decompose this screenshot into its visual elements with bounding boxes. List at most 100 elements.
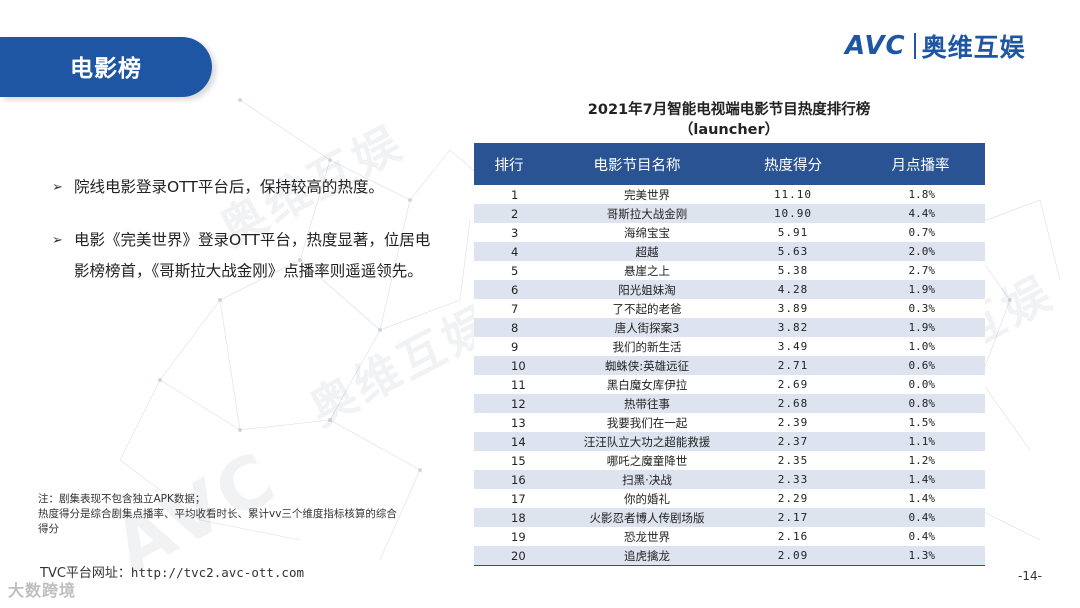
cell-rate: 1.4% bbox=[908, 473, 936, 486]
cell-rate: 1.2% bbox=[908, 454, 936, 467]
footnote-line: 注：剧集表现不包含独立APK数据； bbox=[38, 493, 206, 505]
logo-divider bbox=[913, 33, 916, 59]
cell-name: 追虎擒龙 bbox=[624, 548, 670, 563]
cell-rank: 16 bbox=[511, 472, 526, 487]
cell-name: 悬崖之上 bbox=[624, 263, 670, 278]
cell-rank: 11 bbox=[511, 377, 526, 392]
cell-score: 2.39 bbox=[777, 416, 809, 429]
table-row: 9 我们的新生活 3.49 1.0% bbox=[474, 337, 985, 356]
table-row: 16 扫黑·决战 2.33 1.4% bbox=[474, 470, 985, 489]
cell-rate: 0.6% bbox=[908, 359, 936, 372]
table-row: 2 哥斯拉大战金刚 10.90 4.4% bbox=[474, 204, 985, 223]
cell-score: 2.16 bbox=[777, 530, 809, 543]
cell-name: 恐龙世界 bbox=[624, 529, 670, 544]
cell-name: 扫黑·决战 bbox=[622, 472, 672, 487]
cell-rank: 12 bbox=[511, 396, 526, 411]
table-row: 12 热带往事 2.68 0.8% bbox=[474, 394, 985, 413]
cell-name: 蜘蛛侠:英雄远征 bbox=[604, 358, 690, 373]
bullet-text: 电影《完美世界》登录OTT平台，热度显著，位居电影榜榜首，《哥斯拉大战金刚》点播… bbox=[74, 231, 431, 280]
cell-score: 5.38 bbox=[777, 264, 809, 277]
cell-name: 了不起的老爸 bbox=[612, 301, 682, 316]
cell-score: 2.17 bbox=[777, 511, 809, 524]
table-row: 13 我要我们在一起 2.39 1.5% bbox=[474, 413, 985, 432]
table-header: 排行 电影节目名称 热度得分 月点播率 bbox=[474, 143, 985, 185]
cell-rate: 1.8% bbox=[908, 188, 936, 201]
brand-logo: AVC 奥维互娱 bbox=[845, 31, 1026, 62]
bullet-item: ➢ 电影《完美世界》登录OTT平台，热度显著，位居电影榜榜首，《哥斯拉大战金刚》… bbox=[52, 225, 432, 287]
column-header-score: 热度得分 bbox=[764, 157, 822, 174]
cell-rate: 2.0% bbox=[908, 245, 936, 258]
cell-rate: 1.1% bbox=[908, 435, 936, 448]
platform-url-line: TVC平台网址：http://tvc2.avc-ott.com bbox=[40, 562, 304, 581]
bullet-item: ➢ 院线电影登录OTT平台后，保持较高的热度。 bbox=[52, 172, 432, 203]
table-row: 3 海绵宝宝 5.91 0.7% bbox=[474, 223, 985, 242]
cell-rank: 15 bbox=[511, 453, 526, 468]
cell-rank: 1 bbox=[511, 187, 519, 202]
cell-score: 5.91 bbox=[777, 226, 809, 239]
table-row: 18 火影忍者博人传剧场版 2.17 0.4% bbox=[474, 508, 985, 527]
cell-name: 你的婚礼 bbox=[624, 491, 670, 506]
cell-rate: 2.7% bbox=[908, 264, 936, 277]
table-row: 6 阳光姐妹淘 4.28 1.9% bbox=[474, 280, 985, 299]
cell-rank: 20 bbox=[511, 548, 526, 563]
cell-score: 2.35 bbox=[777, 454, 809, 467]
bullet-text: 院线电影登录OTT平台后，保持较高的热度。 bbox=[74, 178, 384, 196]
cell-rank: 6 bbox=[511, 282, 519, 297]
cell-score: 5.63 bbox=[777, 245, 809, 258]
cell-name: 汪汪队立大功之超能救援 bbox=[583, 434, 711, 449]
logo-cn-text: 奥维互娱 bbox=[921, 33, 1026, 62]
cell-name: 阳光姐妹淘 bbox=[618, 282, 676, 297]
column-header-name: 电影节目名称 bbox=[593, 157, 681, 174]
column-header-rate: 月点播率 bbox=[891, 157, 950, 174]
cell-rate: 1.9% bbox=[908, 321, 936, 334]
cell-rate: 0.7% bbox=[908, 226, 936, 239]
platform-url-link[interactable]: http://tvc2.avc-ott.com bbox=[130, 565, 305, 580]
cell-score: 3.82 bbox=[777, 321, 809, 334]
cell-rank: 4 bbox=[511, 244, 519, 259]
table-row: 19 恐龙世界 2.16 0.4% bbox=[474, 527, 985, 546]
cell-score: 2.68 bbox=[777, 397, 809, 410]
platform-url-label: TVC平台网址： bbox=[40, 566, 131, 581]
page-number: -14- bbox=[1018, 569, 1042, 583]
cell-rate: 0.3% bbox=[908, 302, 936, 315]
cell-score: 3.49 bbox=[777, 340, 809, 353]
ranking-table: 排行 电影节目名称 热度得分 月点播率 1 完美世界 11.10 1.8% 2 哥斯拉大战… bbox=[474, 143, 985, 566]
arrow-bullet-icon: ➢ bbox=[52, 233, 63, 248]
cell-name: 超越 bbox=[635, 244, 659, 259]
cell-score: 11.10 bbox=[773, 188, 813, 201]
cell-rank: 19 bbox=[511, 529, 526, 544]
table-subtitle: （launcher） bbox=[678, 122, 780, 138]
cell-name: 哥斯拉大战金刚 bbox=[606, 206, 688, 221]
cell-rank: 14 bbox=[511, 434, 526, 449]
bullet-list: ➢ 院线电影登录OTT平台后，保持较高的热度。 ➢ 电影《完美世界》登录OTT平… bbox=[52, 172, 432, 309]
table-row: 5 悬崖之上 5.38 2.7% bbox=[474, 261, 985, 280]
cell-rank: 7 bbox=[511, 301, 519, 316]
cell-score: 2.33 bbox=[777, 473, 809, 486]
cell-rate: 1.5% bbox=[908, 416, 936, 429]
cell-name: 火影忍者博人传剧场版 bbox=[589, 510, 705, 525]
cell-score: 2.29 bbox=[777, 492, 809, 505]
table-row: 1 完美世界 11.10 1.8% bbox=[474, 185, 985, 204]
cell-rate: 0.4% bbox=[908, 511, 936, 524]
cell-rate: 0.4% bbox=[908, 530, 936, 543]
logo-avc-text: AVC bbox=[845, 31, 906, 61]
cell-score: 2.09 bbox=[777, 549, 809, 562]
cell-rank: 2 bbox=[511, 206, 519, 221]
cell-score: 4.28 bbox=[777, 283, 809, 296]
cell-name: 唐人街探案3 bbox=[614, 320, 680, 335]
cell-score: 10.90 bbox=[773, 207, 813, 220]
cell-rank: 9 bbox=[511, 339, 519, 354]
cell-rate: 0.0% bbox=[908, 378, 936, 391]
cell-rate: 1.0% bbox=[908, 340, 936, 353]
section-title: 电影榜 bbox=[70, 56, 142, 82]
table-row: 4 超越 5.63 2.0% bbox=[474, 242, 985, 261]
table-row: 15 哪吒之魔童降世 2.35 1.2% bbox=[474, 451, 985, 470]
section-tab: 电影榜 bbox=[0, 37, 212, 97]
footer-brand-watermark: 大数跨境 bbox=[8, 581, 77, 600]
cell-rank: 5 bbox=[511, 263, 519, 278]
cell-name: 黑白魔女库伊拉 bbox=[606, 377, 688, 392]
cell-name: 海绵宝宝 bbox=[624, 225, 670, 240]
cell-rate: 4.4% bbox=[908, 207, 936, 220]
cell-rank: 13 bbox=[511, 415, 526, 430]
table-row: 8 唐人街探案3 3.82 1.9% bbox=[474, 318, 985, 337]
